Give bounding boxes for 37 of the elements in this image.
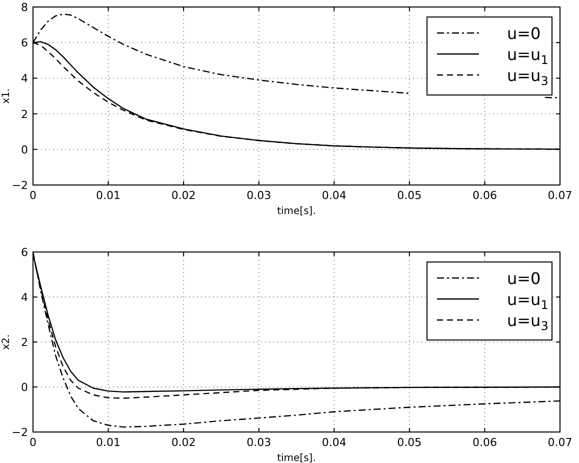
x-tick-label: 0.07 bbox=[548, 189, 572, 202]
x-tick-label: 0.01 bbox=[96, 436, 121, 449]
y-tick-label: 6 bbox=[21, 246, 28, 259]
legend-label: u=u$_{1}$ bbox=[507, 290, 548, 312]
legend-label: u=u$_{3}$ bbox=[507, 311, 548, 334]
y-tick-label: 4 bbox=[21, 291, 28, 304]
x-tick-label: 0.05 bbox=[397, 436, 422, 449]
y-tick-label: 2 bbox=[21, 336, 28, 349]
y-tick-label: 8 bbox=[21, 1, 28, 14]
x-tick-label: 0.06 bbox=[472, 189, 497, 202]
y-tick-label: 6 bbox=[21, 36, 28, 50]
x-tick-label: 0 bbox=[30, 189, 36, 202]
y-tick-label: −2 bbox=[12, 179, 28, 192]
legend-label: u=0 bbox=[507, 269, 541, 288]
x-tick-label: 0.01 bbox=[96, 189, 121, 202]
x-axis-title: time[s]. bbox=[277, 453, 316, 463]
x-tick-label: 0.04 bbox=[322, 436, 346, 449]
x-tick-label: 0.05 bbox=[397, 189, 422, 202]
y-tick-label: −2 bbox=[12, 426, 28, 439]
y-axis-title: x2. bbox=[1, 334, 12, 350]
x-tick-label: 0.03 bbox=[246, 189, 272, 202]
x-axis-title: time[s]. bbox=[277, 206, 316, 217]
y-tick-label: 0 bbox=[21, 381, 28, 394]
x-tick-label: 0.02 bbox=[171, 189, 196, 202]
x-tick-label: 0.04 bbox=[322, 189, 346, 202]
x-tick-label: 0.03 bbox=[246, 436, 272, 449]
x-tick-label: 0.07 bbox=[548, 436, 572, 449]
y-tick-label: 4 bbox=[21, 72, 28, 86]
legend-label: u=u$_{1}$ bbox=[507, 45, 548, 68]
x-tick-label: 0.02 bbox=[171, 436, 196, 449]
y-axis-title: x1. bbox=[1, 88, 12, 104]
x-tick-label: 0 bbox=[30, 436, 36, 449]
legend-label: u=0 bbox=[507, 24, 541, 43]
x-tick-label: 0.06 bbox=[472, 436, 497, 449]
y-tick-label: 0 bbox=[21, 143, 28, 156]
legend-label: u=u$_{3}$ bbox=[507, 66, 548, 88]
y-tick-label: 2 bbox=[21, 108, 28, 121]
